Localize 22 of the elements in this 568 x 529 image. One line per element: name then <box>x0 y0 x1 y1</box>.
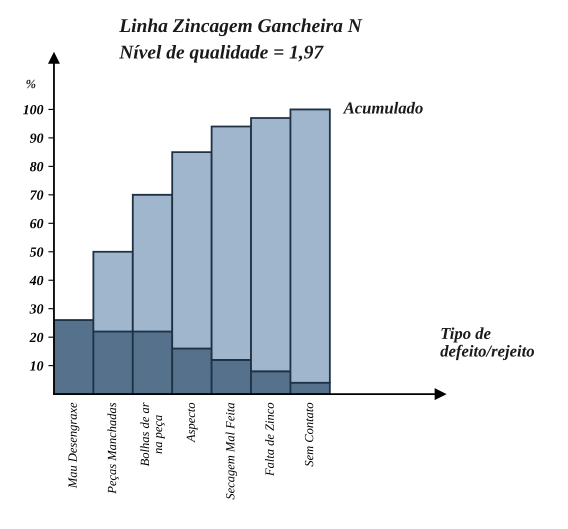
y-tick-label: 10 <box>30 361 44 371</box>
series-label: Acumulado <box>342 102 423 114</box>
y-tick-label: 40 <box>29 276 44 286</box>
x-tick-label: Secagem Mal Feita <box>226 402 237 500</box>
x-tick-label: Bolhas de ar na peça <box>140 402 165 466</box>
x-tick-label: Mau Desengraxe <box>68 402 80 488</box>
x-tick-label: Falta de Zinco <box>265 402 274 476</box>
y-tick-label: 100 <box>23 105 44 114</box>
x-tick-label: Peças Manchadas <box>107 402 119 494</box>
y-tick-label: 90 <box>30 133 44 143</box>
x-tick-label: Aspecto <box>186 402 198 443</box>
y-tick-label: 70 <box>30 190 44 200</box>
chart-title: Linha Zincagem Gancheira N <box>119 18 362 36</box>
text: Tipo de defeito/rejeito <box>440 327 534 360</box>
y-tick-label: 60 <box>30 218 44 228</box>
chart-subtitle: Nível de qualidade = 1,97 <box>119 44 324 63</box>
y-axis-title: % <box>26 80 36 88</box>
x-tick-label: Sem Contato <box>304 402 314 467</box>
y-tick-label: 20 <box>29 332 44 342</box>
y-tick-label: 30 <box>30 304 44 314</box>
y-tick-label: 80 <box>30 162 44 172</box>
y-tick-label: 50 <box>30 247 44 257</box>
